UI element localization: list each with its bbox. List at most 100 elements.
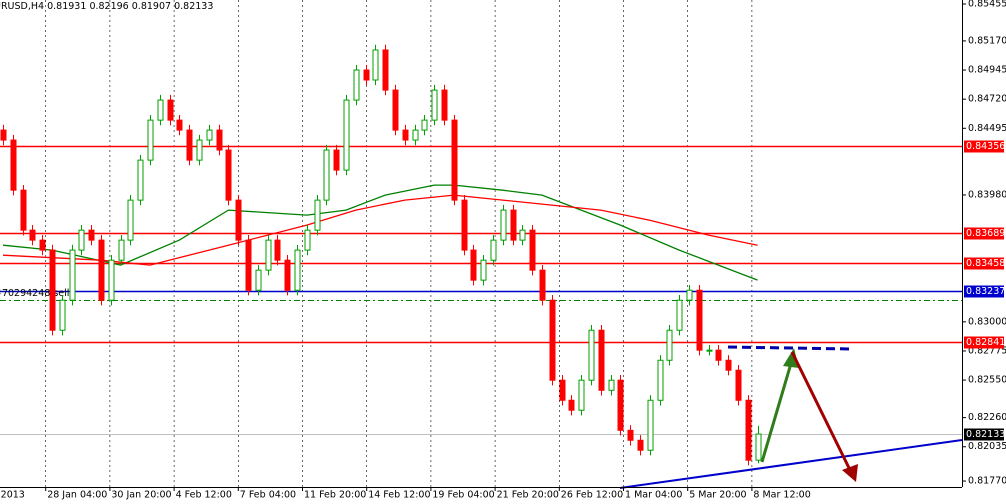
- candle-body: [69, 249, 76, 301]
- candle-body: [470, 249, 477, 281]
- candle-body: [676, 299, 683, 331]
- level-label-bg: [964, 428, 1004, 441]
- candle-body: [461, 199, 468, 251]
- candle-body: [284, 259, 291, 291]
- y-tick-label: 0.82260: [968, 412, 1006, 423]
- candle-body: [431, 89, 438, 121]
- candle-body: [617, 379, 624, 431]
- level-label: 0.84356: [966, 141, 1005, 152]
- candle-body: [568, 399, 575, 411]
- candle-body: [382, 49, 389, 91]
- candle-body: [59, 299, 66, 331]
- ohlc: 0.82133: [174, 1, 213, 12]
- y-tick-label: 0.82775: [968, 345, 1006, 356]
- candle-body: [372, 49, 379, 81]
- y-tick-label: 0.81770: [968, 476, 1006, 487]
- level-label-bg: [964, 257, 1004, 270]
- candle-body: [715, 349, 722, 361]
- candle-body: [451, 119, 458, 201]
- candle-body: [255, 269, 262, 291]
- x-tick-label: 8 Mar 12:00: [753, 490, 810, 501]
- candle-body: [127, 199, 134, 241]
- candle-body: [510, 209, 517, 241]
- candle-body: [176, 119, 183, 131]
- level-label: 0.83689: [966, 228, 1005, 239]
- candle-body: [608, 379, 615, 391]
- x-tick-label: 19 Feb 04:00: [432, 490, 494, 501]
- up-arrow: [760, 359, 794, 463]
- candle-body: [392, 89, 399, 131]
- moving-average: [2, 184, 758, 281]
- candle-body: [559, 379, 566, 401]
- candle-body: [696, 289, 703, 351]
- candle-body: [755, 433, 762, 461]
- candle-body: [519, 229, 526, 241]
- candle-body: [500, 209, 507, 241]
- candle-body: [186, 129, 193, 161]
- candle-body: [20, 189, 27, 231]
- x-tick-label: 5 Mar 20:00: [689, 490, 746, 501]
- x-tick-label: 26 Feb 12:00: [561, 490, 623, 501]
- candle-body: [167, 99, 174, 121]
- candle-body: [343, 99, 350, 171]
- candle-body: [686, 289, 693, 301]
- x-tick-label: 30 Jan 20:00: [111, 490, 171, 501]
- candle-body: [294, 249, 301, 291]
- trend-line: [619, 439, 963, 489]
- level-label-bg: [964, 285, 1004, 298]
- candle-body: [549, 299, 556, 381]
- plot: #70294248 sell: [0, 44, 962, 466]
- candle-body: [137, 159, 144, 201]
- candle-body: [274, 239, 281, 261]
- candle-body: [265, 239, 272, 271]
- candle-body: [353, 69, 360, 101]
- level-label: 0.83237: [966, 286, 1005, 297]
- candle-body: [108, 259, 115, 301]
- x-tick-label: 11 Feb 20:00: [304, 490, 366, 501]
- up-arrow-head: [783, 348, 799, 368]
- candle-body: [735, 369, 742, 401]
- candle-body: [157, 99, 164, 121]
- candle-body: [745, 399, 752, 461]
- y-tick-label: 0.85170: [968, 35, 1006, 46]
- y-tick-label: 0.84720: [968, 94, 1006, 105]
- candle-body: [402, 129, 409, 141]
- y-tick-label: 0.83980: [968, 189, 1006, 200]
- candle-body: [10, 139, 17, 191]
- level-label: 0.82133: [966, 429, 1005, 440]
- candle-body: [235, 199, 242, 241]
- candle-body: [98, 239, 105, 301]
- x-tick-label: Jan 2013: [0, 490, 25, 501]
- y-tick-label: 0.83000: [968, 316, 1006, 327]
- down-arrow: [790, 351, 852, 471]
- candle-body: [304, 229, 311, 251]
- candle-body: [706, 349, 713, 352]
- candle-body: [539, 269, 546, 301]
- candle-body: [598, 329, 605, 391]
- symbol: EURUSD,H4: [0, 1, 44, 12]
- candle-body: [49, 249, 56, 331]
- candle-body: [225, 149, 232, 201]
- candle-body: [333, 149, 340, 171]
- x-tick-label: 7 Feb 04:00: [240, 490, 296, 501]
- y-tick-label: 0.82550: [968, 375, 1006, 386]
- candle-body: [323, 149, 330, 201]
- candle-body: [637, 439, 644, 451]
- candle-body: [725, 359, 732, 371]
- candle-body: [245, 239, 252, 291]
- y-tick-label: 0.84495: [968, 123, 1006, 134]
- level-label-bg: [964, 336, 1004, 349]
- moving-average: [2, 194, 758, 266]
- candle-body: [578, 379, 585, 411]
- order-label: #70294248 sell: [0, 288, 69, 299]
- level-label: 0.82841: [966, 337, 1005, 348]
- x-tick-label: 4 Feb 12:00: [176, 490, 232, 501]
- candle-body: [657, 359, 664, 401]
- candle-body: [529, 229, 536, 271]
- x-tick-label: 1 Mar 04:00: [625, 490, 682, 501]
- candle-body: [314, 199, 321, 231]
- candle-body: [647, 399, 654, 451]
